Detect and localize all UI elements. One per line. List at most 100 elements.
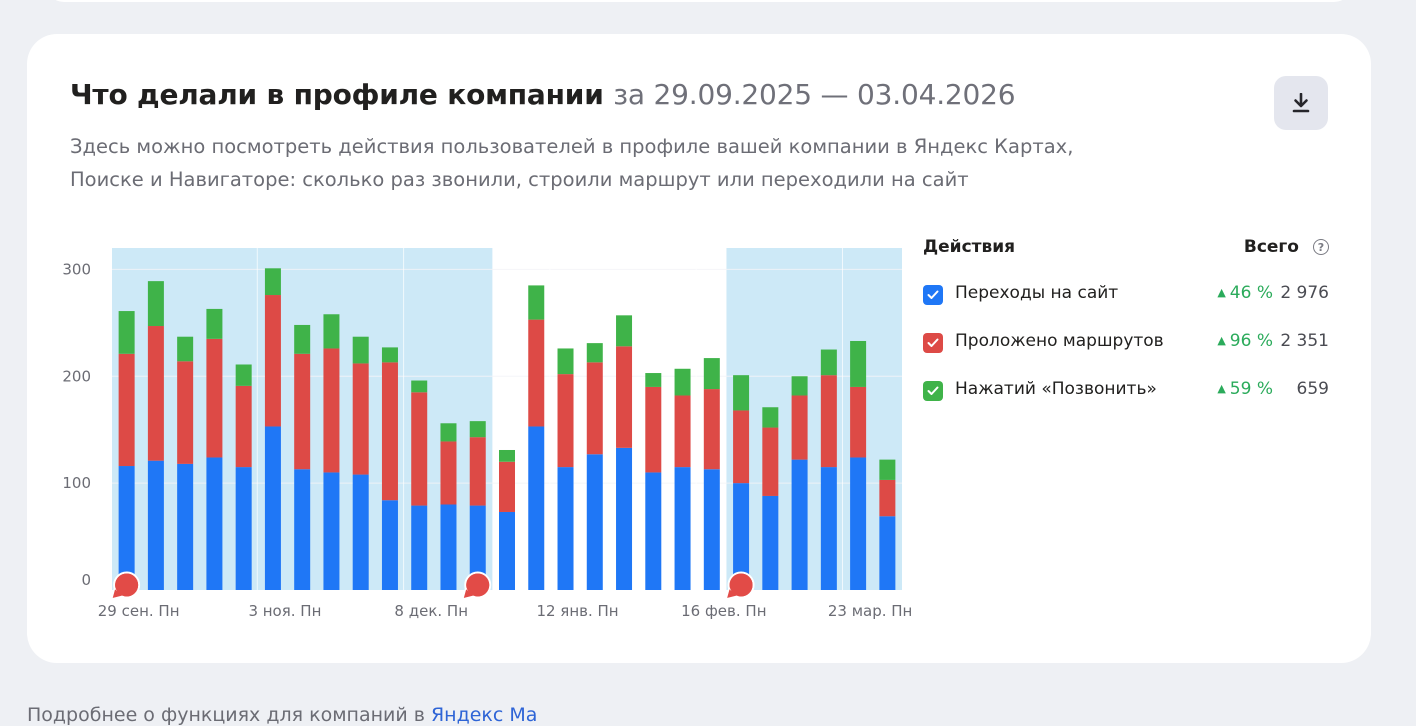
bar-segment [264, 295, 281, 427]
chart-legend: Действия Всего ? Переходы на сайт ▲ 46 % 2 … [923, 233, 1329, 411]
card-title-period: за 29.09.2025 — 03.04.2026 [613, 78, 1016, 111]
x-tick-label: 16 фев. Пн [681, 602, 766, 620]
actions-stacked-bar-chart: 0 100 200 300 29 сен. Пн 3 ноя. Пн 8 дек. Пн 12… [63, 248, 913, 620]
bar-segment [381, 500, 398, 590]
bar-segment [733, 483, 750, 590]
bar-segment [469, 505, 486, 590]
company-actions-card: Что делали в профиле компании за 29.09.2… [27, 34, 1371, 663]
bar-segment [616, 315, 633, 347]
trend-up-icon: ▲ [1217, 382, 1226, 395]
bar-segment [411, 380, 428, 393]
bar-segment [323, 348, 340, 473]
legend-item-label: Проложено маршрутов [955, 331, 1164, 351]
bar-segment [177, 361, 194, 464]
bar-segment [352, 474, 369, 590]
bar-segment [820, 349, 837, 376]
bar-segment [557, 374, 574, 468]
bar-segment [528, 426, 545, 590]
legend-item-trend: ▲ 59 % [1217, 379, 1273, 399]
bar-segment [557, 467, 574, 590]
bar-segment [118, 311, 135, 354]
bar-segment [586, 343, 603, 363]
bar-segment [235, 364, 252, 386]
bar-segment [206, 457, 223, 590]
bar-segment [879, 479, 896, 517]
trend-up-icon: ▲ [1217, 286, 1226, 299]
legend-item[interactable]: Нажатий «Позвонить» ▲ 59 % 659 [923, 363, 1329, 411]
bar-segment [499, 461, 515, 512]
card-title-text: Что делали в профиле компании [70, 78, 604, 111]
bar-segment [352, 336, 369, 364]
footer-text-plain: Подробнее о функциях для компаний в [27, 704, 431, 726]
bar-segment [733, 410, 750, 484]
event-marker-icon [725, 571, 755, 600]
bar-segment [762, 427, 779, 496]
y-tick-label: 200 [63, 367, 91, 385]
bar-segment [294, 353, 311, 470]
bar-segment [323, 472, 340, 590]
legend-checkbox[interactable] [923, 381, 943, 401]
footer-link[interactable]: Яндекс Ма [430, 704, 538, 726]
bar-segment [645, 386, 662, 473]
bar-segment [528, 319, 545, 427]
bar-segment [528, 285, 545, 320]
bar-segment [762, 407, 779, 428]
legend-item[interactable]: Переходы на сайт ▲ 46 % 2 976 [923, 267, 1329, 315]
bar-segment [235, 385, 252, 468]
legend-checkbox[interactable] [923, 333, 943, 353]
footer-text: Подробнее о функциях для компаний в Янде… [27, 704, 537, 726]
trend-up-icon: ▲ [1217, 334, 1226, 347]
legend-header: Действия Всего ? [923, 233, 1329, 263]
legend-header-total: Всего [1243, 237, 1299, 257]
bar-segment [147, 326, 164, 461]
legend-item-total: 2 976 [1280, 283, 1329, 303]
bar-segment [586, 362, 603, 455]
bar-segment [879, 459, 896, 480]
legend-item[interactable]: Проложено маршрутов ▲ 96 % 2 351 [923, 315, 1329, 363]
bar-segment [264, 268, 281, 296]
selected-period-band [726, 248, 902, 590]
previous-card-edge [46, 0, 1352, 2]
legend-item-total: 2 351 [1280, 331, 1329, 351]
bar-segment [762, 495, 779, 590]
bar-segment [703, 358, 720, 390]
bar-segment [264, 426, 281, 590]
checkmark-icon [927, 338, 939, 347]
x-tick-label: 23 мар. Пн [828, 602, 913, 620]
y-tick-label: 0 [81, 571, 91, 589]
bar-segment [177, 463, 194, 590]
bar-segment [791, 459, 808, 590]
bar-segment [411, 505, 428, 590]
x-tick-label: 29 сен. Пн [98, 602, 180, 620]
legend-checkbox[interactable] [923, 285, 943, 305]
legend-item-trend-value: 96 % [1229, 331, 1273, 351]
bar-segment [294, 324, 311, 354]
legend-item-total: 659 [1296, 379, 1329, 399]
bar-segment [381, 362, 398, 501]
bar-segment [206, 308, 223, 339]
x-tick-label: 12 янв. Пн [536, 602, 618, 620]
bar-segment [235, 467, 252, 590]
legend-header-actions: Действия [923, 237, 1016, 257]
download-icon [1292, 93, 1310, 113]
bar-segment [820, 467, 837, 590]
bar-segment [440, 423, 457, 442]
bar-segment [616, 447, 633, 590]
download-button[interactable] [1274, 76, 1328, 130]
bar-segment [674, 467, 691, 590]
event-marker-icon [461, 571, 492, 600]
event-marker-icon [110, 571, 141, 600]
bar-segment [733, 375, 750, 411]
bar-segment [411, 392, 428, 506]
bar-segment [586, 454, 603, 590]
bar-segment [703, 469, 720, 590]
legend-item-label: Нажатий «Позвонить» [955, 379, 1157, 399]
bar-segment [147, 460, 164, 590]
question-circle-icon[interactable]: ? [1313, 239, 1329, 255]
x-tick-label: 8 дек. Пн [394, 602, 468, 620]
bar-segment [703, 389, 720, 470]
bar-segment [616, 346, 633, 448]
checkmark-icon [927, 386, 939, 395]
bar-segment [469, 437, 486, 506]
bar-segment [147, 281, 164, 327]
